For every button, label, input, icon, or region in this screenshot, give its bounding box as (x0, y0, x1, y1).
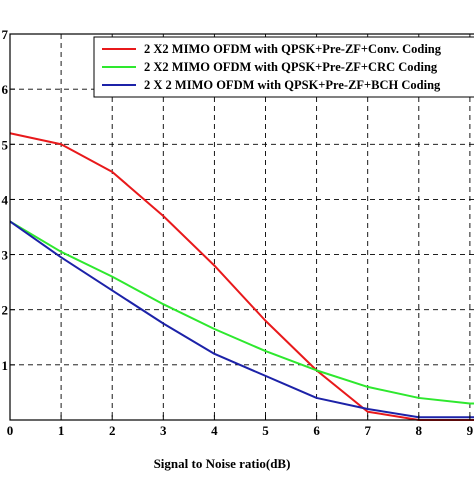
x-tick-label: 2 (109, 423, 116, 438)
series-line-1 (9, 132, 474, 421)
x-tick-label: 8 (416, 423, 423, 438)
x-tick-label: 7 (364, 423, 371, 438)
x-tick-label: 4 (211, 423, 218, 438)
x-tick-label: 6 (313, 423, 320, 438)
x-tick-label: 1 (58, 423, 65, 438)
y-tick-label: 7 (2, 27, 9, 42)
y-tick-label: 4 (2, 192, 9, 207)
ticks: 0 1 2 3 4 5 6 7 8 9 1 2 3 4 5 6 7 (2, 27, 474, 438)
series-line-2 (9, 220, 474, 405)
y-tick-label: 1 (2, 358, 9, 373)
x-tick-label: 9 (467, 423, 474, 438)
x-axis: Signal to Noise ratio(dB) (154, 456, 291, 471)
y-tick-label: 6 (2, 82, 9, 97)
series-lines (9, 132, 474, 421)
y-tick-label: 5 (2, 137, 9, 152)
y-tick-label: 3 (2, 248, 9, 263)
legend: 2 X2 MIMO OFDM with QPSK+Pre-ZF+Conv. Co… (93, 36, 474, 98)
series-line-3 (9, 220, 474, 419)
legend-box (93, 36, 474, 98)
legend-label-2: 2 X2 MIMO OFDM with QPSK+Pre-ZF+CRC Codi… (144, 60, 438, 74)
legend-label-1: 2 X2 MIMO OFDM with QPSK+Pre-ZF+Conv. Co… (144, 42, 442, 56)
x-axis-label: Signal to Noise ratio(dB) (154, 456, 291, 471)
x-tick-label: 5 (262, 423, 269, 438)
y-tick-label: 2 (2, 303, 9, 318)
legend-label-3: 2 X 2 MIMO OFDM with QPSK+Pre-ZF+BCH Cod… (144, 78, 441, 92)
x-tick-label: 0 (7, 423, 14, 438)
x-tick-label: 3 (160, 423, 167, 438)
